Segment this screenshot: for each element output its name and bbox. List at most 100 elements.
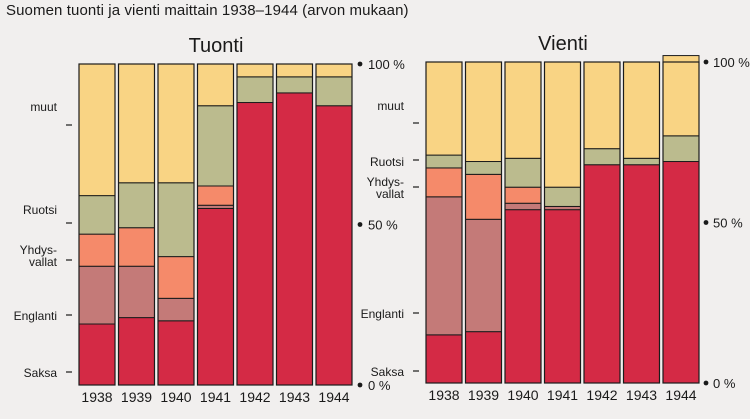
x-tick-label: 1943 (279, 389, 310, 405)
bar-outline (196, 63, 235, 386)
y-tick-label: 0 % (713, 376, 736, 391)
bar-segment-ruotsi (78, 195, 116, 235)
bar-segment-muut (236, 63, 274, 78)
bar-stack-1940 (157, 63, 195, 386)
series-label: Yhdys- (367, 175, 404, 189)
bar-segment-ruotsi (662, 135, 700, 163)
bar-segment-ruotsi (425, 154, 463, 169)
bar-segment-muut (197, 63, 234, 107)
bar-outline (622, 61, 661, 384)
y-tick-marker (357, 61, 363, 67)
bar-segment-ruotsi (118, 182, 155, 229)
bar-segment-englanti (465, 218, 502, 333)
y-tick-label: 0 % (368, 378, 391, 393)
x-tick-label: 1943 (626, 387, 657, 403)
y-tick-marker (357, 222, 363, 227)
x-tick-label: 1938 (428, 387, 459, 403)
bar-segment-muut (465, 61, 502, 163)
bar-outline (464, 61, 503, 384)
bar-segment-englanti (504, 202, 542, 211)
bar-segment-yhdys-vallat (504, 186, 542, 204)
y-tick-label: 50 % (713, 216, 743, 231)
series-label: muut (30, 100, 57, 114)
bar-segment-saksa (157, 320, 195, 386)
x-tick-label: 1942 (586, 387, 617, 403)
bar-segment-saksa (78, 323, 116, 386)
bar-segment-yhdys-vallat (118, 227, 155, 267)
bar-outline (315, 63, 353, 386)
bar-segment-ruotsi (157, 182, 195, 258)
x-tick-label: 1939 (121, 389, 152, 405)
x-tick-label: 1942 (239, 389, 270, 405)
bar-segment-saksa (504, 209, 542, 384)
bar-segment-muut (118, 63, 155, 184)
bar-outline (583, 61, 621, 384)
bar-outline (662, 61, 700, 384)
bar-segment-saksa (623, 164, 660, 384)
bar-segment-saksa (425, 334, 463, 384)
bar-segment-muut (157, 63, 195, 184)
series-label: Ruotsi (23, 203, 57, 217)
bar-segment-muut (78, 63, 116, 197)
bar-segment-yhdys-vallat (465, 173, 502, 220)
bar-segment-saksa (197, 207, 234, 386)
bar-segment-muut (315, 63, 353, 78)
bar-stack-1942 (583, 61, 621, 384)
bar-segment-saksa (276, 92, 313, 386)
bar-segment-englanti (157, 297, 195, 322)
bar-segment-muut (504, 61, 542, 159)
bar-segment-ruotsi (236, 76, 274, 104)
y-tick-marker (357, 382, 363, 388)
series-label: Saksa (371, 365, 405, 379)
bar-segment-muut (583, 61, 621, 150)
bar-stack-1942 (236, 63, 274, 386)
bar-stack-1939 (464, 61, 503, 384)
bar-segment-englanti (118, 265, 155, 319)
bar-segment-ruotsi (583, 148, 621, 166)
bar-segment-muut (425, 61, 463, 156)
bar-segment-muut (276, 63, 313, 78)
x-tick-label: 1941 (547, 387, 578, 403)
bar-segment-ruotsi (197, 105, 234, 187)
bar-segment-saksa (544, 209, 581, 384)
bar-segment-saksa (465, 331, 502, 384)
series-label: Yhdys- (20, 243, 57, 257)
bar-segment-saksa (236, 102, 274, 386)
bar-segment-englanti (78, 265, 116, 325)
bar-segment-saksa (583, 164, 621, 384)
series-label: Saksa (24, 366, 58, 380)
bar-stack-1941 (196, 63, 235, 386)
panel-title: Tuonti (189, 35, 244, 57)
bar-segment-ruotsi (504, 157, 542, 188)
bar-segment-yhdys-vallat (157, 256, 195, 299)
series-label: Englanti (14, 309, 57, 323)
bar-segment-muut (623, 61, 660, 159)
panel-title: Vienti (538, 33, 588, 55)
bar-outline (157, 63, 195, 386)
bar-stack-1940 (504, 61, 542, 384)
bar-segment-ruotsi (623, 157, 660, 166)
bar-stack-1938 (78, 63, 116, 386)
bar-stack-1943 (275, 63, 314, 386)
x-tick-label: 1940 (160, 389, 191, 405)
x-tick-label: 1939 (468, 387, 499, 403)
series-label: Ruotsi (370, 155, 404, 169)
y-tick-label: 50 % (368, 218, 398, 233)
bar-segment-ruotsi (465, 161, 502, 175)
bar-outline (117, 63, 156, 386)
chart-panel-tuonti: Tuonti 1938 1939 1940 1941 1942 1943 1944 100 % 5… (14, 35, 406, 405)
figure-title: Suomen tuonti ja vienti maittain 1938–19… (6, 2, 409, 19)
bar-segment-yhdys-vallat (197, 185, 234, 206)
bar-segment-yhdys-vallat (425, 167, 463, 198)
bar-segment-yhdys-vallat (78, 233, 116, 267)
bar-stack-1938 (425, 61, 463, 384)
x-tick-label: 1944 (665, 387, 696, 403)
bar-segment-saksa (118, 317, 155, 386)
bar-segment-englanti (425, 196, 463, 336)
y-tick-marker (703, 380, 709, 386)
bar-segment-ruotsi (315, 76, 353, 107)
bar-segment-saksa (315, 105, 353, 386)
bar-segment-ruotsi (276, 76, 313, 94)
bar-outline (236, 63, 274, 386)
